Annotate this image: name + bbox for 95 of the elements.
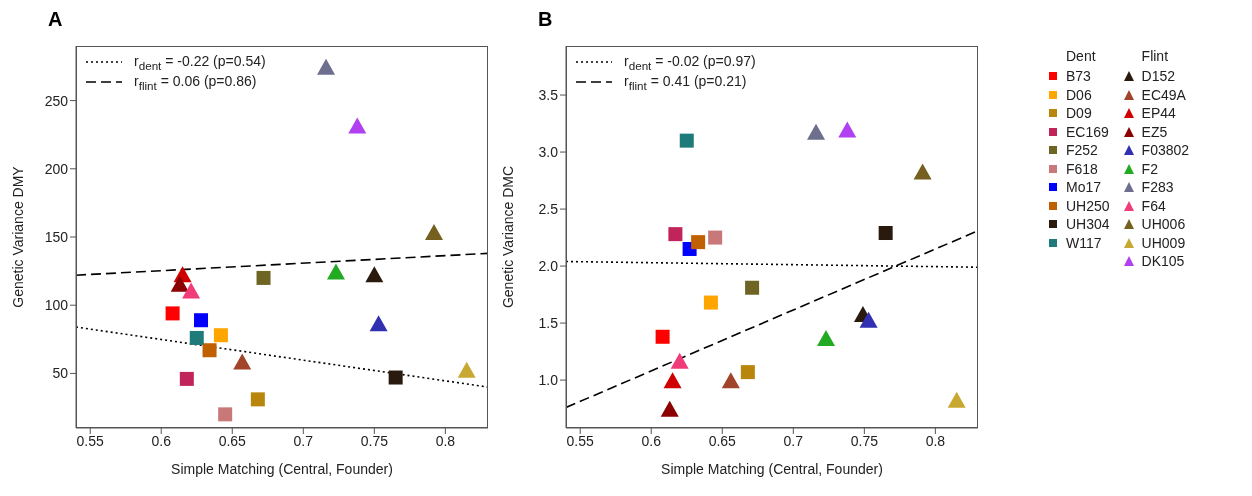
y-axis-title: Genetic Variance DMY: [9, 165, 26, 308]
point: [457, 361, 476, 378]
point: [703, 295, 718, 310]
y-tick-label: 150: [44, 228, 69, 245]
legend-label: Mo17: [1066, 179, 1102, 196]
x-tick-label: 0.6: [151, 432, 172, 449]
point: [655, 329, 670, 344]
point: [691, 235, 706, 250]
point: [170, 275, 189, 292]
point: [859, 311, 878, 328]
point: [256, 270, 271, 285]
legend-label: r$_{flint}$ = 0.06 (p=0.86): [134, 72, 257, 92]
x-tick-label: 0.65: [218, 432, 247, 449]
legend-label: F283: [1141, 179, 1174, 196]
legend-label: F64: [1141, 197, 1166, 214]
point: [182, 282, 201, 299]
y-tick-label: 1.0: [538, 372, 559, 389]
point: [189, 330, 204, 345]
point: [668, 227, 683, 242]
point: [670, 352, 689, 369]
point: [348, 117, 367, 134]
legend-label: DK105: [1141, 253, 1185, 270]
point: [365, 266, 384, 283]
x-tick-label: 0.65: [708, 432, 737, 449]
x-tick-label: 0.7: [783, 432, 804, 449]
legend-label: r$_{flint}$ = 0.41 (p=0.21): [624, 72, 747, 92]
x-tick-label: 0.8: [925, 432, 946, 449]
y-tick-label: 3.0: [538, 144, 559, 161]
x-tick-label: 0.75: [850, 432, 879, 449]
legend-label: r$_{dent}$ = -0.02 (p=0.97): [624, 52, 756, 72]
point: [663, 372, 682, 389]
point: [679, 133, 694, 148]
legend-label: EP44: [1141, 105, 1176, 122]
text: Flint: [1141, 48, 1170, 66]
legend-label: D09: [1066, 105, 1092, 122]
point: [388, 370, 403, 385]
y-tick-label: 50: [52, 365, 69, 382]
legend-label: UH009: [1141, 234, 1186, 251]
y-tick-label: 2.5: [538, 201, 559, 218]
point: [233, 353, 252, 370]
point: [913, 163, 932, 180]
point: [425, 223, 444, 240]
x-tick-label: 0.6: [641, 432, 662, 449]
y-axis-title: Genetic Variance DMC: [499, 165, 516, 309]
legend-label: EC169: [1066, 123, 1109, 140]
point: [816, 330, 835, 347]
text: Dent: [1066, 48, 1097, 66]
legend-label: F2: [1141, 160, 1158, 177]
legend-label: UH304: [1066, 216, 1110, 233]
y-tick-label: 1.5: [538, 315, 559, 332]
legend-label: D06: [1066, 86, 1092, 103]
point: [218, 407, 233, 422]
point: [250, 392, 265, 407]
x-tick-label: 0.75: [360, 432, 389, 449]
point: [947, 391, 966, 408]
point: [740, 365, 755, 380]
legend-label: F03802: [1141, 142, 1190, 159]
x-axis-title: Simple Matching (Central, Founder): [171, 461, 393, 477]
point: [878, 226, 893, 241]
legend-label: F618: [1066, 160, 1098, 177]
chart-title: B: [538, 8, 553, 31]
x-tick-label: 0.7: [293, 432, 314, 449]
point: [179, 371, 194, 386]
point: [213, 328, 228, 343]
point: [326, 263, 345, 280]
point: [745, 280, 760, 295]
legend-label: EC49A: [1141, 86, 1186, 103]
point: [807, 123, 826, 140]
legend-label: W117: [1066, 234, 1102, 251]
legend-label: EZ5: [1141, 123, 1168, 140]
legend-label: B73: [1066, 68, 1091, 85]
y-tick-label: 200: [44, 160, 69, 177]
point: [369, 315, 388, 332]
point: [708, 230, 723, 245]
x-axis-title: Simple Matching (Central, Founder): [661, 461, 883, 477]
legend-label: UH006: [1141, 216, 1186, 233]
x-tick-label: 0.8: [435, 432, 456, 449]
legend-label: r$_{dent}$ = -0.22 (p=0.54): [134, 52, 266, 72]
point: [202, 343, 217, 358]
legend-label: F252: [1066, 142, 1098, 159]
point: [165, 306, 180, 321]
legend-label: D152: [1141, 68, 1176, 85]
x-tick-label: 0.55: [76, 432, 105, 449]
point: [721, 372, 740, 389]
y-tick-label: 3.5: [538, 87, 559, 103]
point: [317, 58, 336, 75]
y-tick-label: 250: [44, 92, 69, 109]
y-tick-label: 100: [44, 297, 69, 314]
x-tick-label: 0.55: [566, 432, 595, 449]
point: [194, 313, 209, 328]
point: [838, 121, 857, 138]
point: [660, 400, 679, 417]
chart-title: A: [48, 8, 63, 31]
legend-label: UH250: [1066, 197, 1110, 214]
y-tick-label: 2.0: [538, 258, 559, 275]
